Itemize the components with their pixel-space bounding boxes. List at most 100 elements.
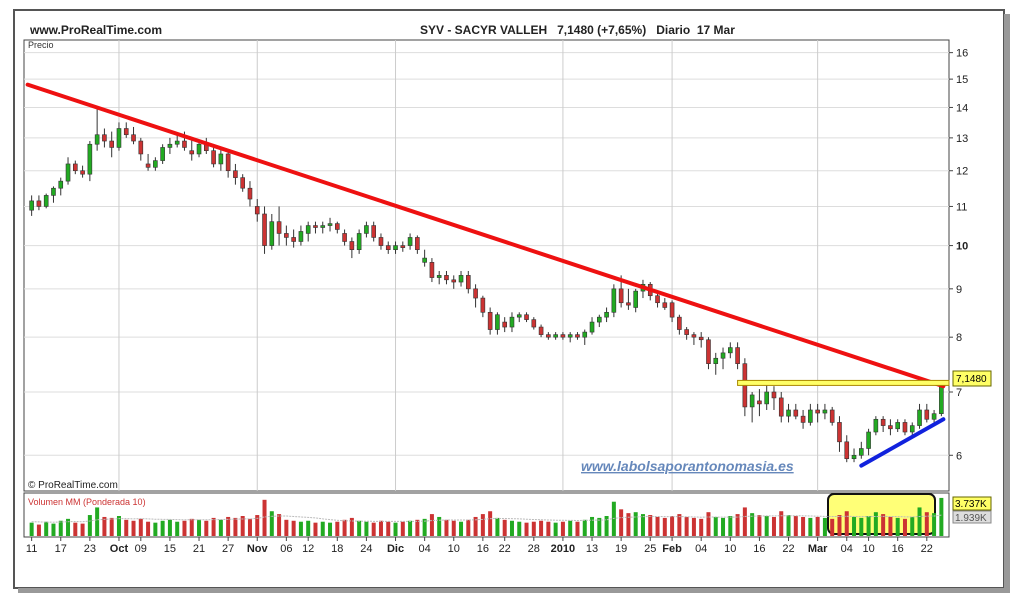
x-tick-label: 16 (753, 543, 765, 555)
volume-bar (728, 516, 733, 536)
candle-body (844, 441, 850, 460)
volume-bar (837, 515, 842, 536)
volume-bar (393, 522, 398, 536)
x-tick-label: 21 (193, 543, 205, 555)
candle-body (153, 160, 158, 168)
candle-body (458, 275, 464, 283)
x-tick-label: 19 (615, 543, 627, 555)
volume-bar (633, 512, 638, 536)
candle-body (487, 311, 493, 330)
candle-body (597, 316, 602, 323)
volume-bar (473, 516, 478, 536)
volume-bar (910, 516, 915, 536)
volume-bar (480, 514, 485, 536)
candle-body (415, 237, 420, 251)
candle-body (633, 290, 638, 308)
x-tick-label: 24 (360, 543, 372, 555)
candle-body (444, 275, 449, 281)
volume-bar (400, 521, 405, 536)
volume-bar (204, 520, 209, 536)
x-tick-label: 13 (586, 543, 598, 555)
candle-body (43, 195, 49, 207)
y-tick-label: 12 (956, 166, 968, 178)
volume-bar (888, 516, 893, 536)
volume-bar (51, 523, 56, 536)
volume-bar (779, 511, 784, 536)
candle-body (400, 245, 406, 248)
watermark-link[interactable]: www.labolsaporantonomasia.es (581, 458, 794, 474)
candle-body (895, 422, 900, 430)
frame-shadow-bottom (18, 588, 1010, 593)
volume-bar (109, 517, 114, 536)
candle-body (655, 295, 660, 304)
candle-body (407, 237, 413, 246)
candle-body (320, 225, 326, 228)
x-tick-label: 28 (528, 543, 540, 555)
candle-body (262, 213, 267, 246)
candle-body (866, 431, 871, 449)
candle-body (291, 237, 296, 242)
x-tick-label: 22 (499, 543, 511, 555)
candle-body (764, 391, 769, 405)
volume-bar (320, 521, 325, 536)
volume-bar (153, 522, 158, 536)
x-tick-label: 04 (841, 543, 853, 555)
resistance-trendline (25, 82, 946, 389)
price-panel-label: Precio (28, 40, 54, 50)
candle-body (626, 302, 631, 306)
volume-bar (859, 517, 864, 536)
x-axis: 11 17 23 Oct 09 15 21 27 Nov 06 12 18 24 Dic 04 10 16 22 2… (24, 536, 949, 555)
volume-bar (881, 514, 886, 536)
volume-bar (939, 497, 944, 536)
candle-body (873, 418, 879, 433)
volume-bar (699, 518, 704, 536)
volume-bar (488, 511, 493, 536)
y-tick-label: 11 (956, 201, 967, 213)
volume-bar (626, 513, 631, 536)
candle-body (276, 221, 282, 234)
x-tick-label: 06 (280, 543, 292, 555)
volume-bar (509, 520, 514, 536)
volume-bar (808, 517, 813, 536)
volume-bar (648, 515, 653, 536)
candle-body (145, 163, 151, 168)
volume-bar (240, 516, 245, 536)
candle-body (567, 334, 573, 338)
candle-body (888, 425, 893, 430)
volume-bar (124, 519, 129, 536)
last-price-tag-box (952, 370, 992, 387)
candle-body (269, 221, 275, 246)
candle-body (305, 225, 311, 234)
volume-bar (640, 514, 645, 536)
y-tick-label: 7 (956, 387, 962, 399)
candle-body (662, 302, 668, 308)
candle-body (247, 187, 253, 200)
copyright-label: © ProRealTime.com (28, 480, 118, 491)
volume-bar (87, 515, 92, 536)
candle-body (553, 334, 558, 338)
candle-body (902, 422, 908, 433)
volume-bar (597, 517, 602, 536)
candle-body (356, 233, 362, 251)
volume-bar (342, 519, 347, 536)
candle-body (924, 409, 930, 420)
candle-body (560, 334, 566, 338)
volume-bar (502, 519, 507, 536)
candle-body (575, 334, 580, 338)
volume-bar (226, 516, 231, 536)
candle-body (495, 314, 500, 330)
x-tick-label: Nov (247, 543, 269, 555)
volume-bar (277, 514, 282, 536)
y-tick-label: 8 (956, 332, 962, 344)
x-tick-label: Feb (662, 543, 682, 555)
x-tick-label: 23 (84, 543, 96, 555)
volume-bar (764, 516, 769, 536)
candle-body (131, 134, 136, 142)
candle-body (58, 180, 64, 189)
volume-bar (182, 520, 187, 536)
candle-body (342, 233, 347, 242)
volume-ma-line (31, 514, 942, 523)
volume-bar (546, 521, 551, 536)
x-tick-label: 10 (448, 543, 460, 555)
volume-ma-tag-box (952, 510, 992, 524)
